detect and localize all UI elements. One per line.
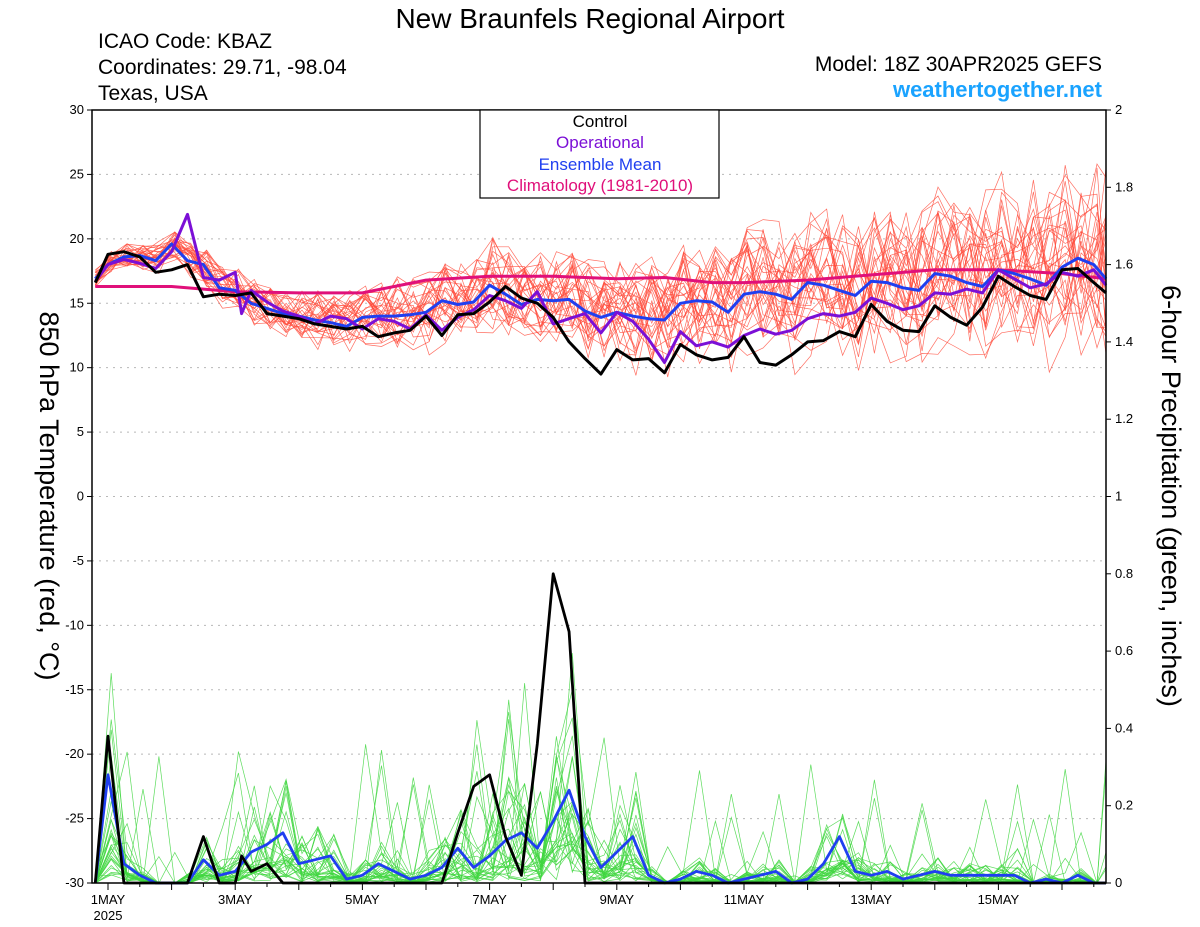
right-tick-label: 2 <box>1115 102 1122 117</box>
legend-climatology: Climatology (1981-2010) <box>507 176 693 195</box>
left-tick-label: 20 <box>70 231 84 246</box>
precip-member-line <box>94 729 1106 884</box>
left-axis: 30 25 20 15 10 5 0 -5 -10 -15 -20 -25 -30 <box>65 102 92 890</box>
legend-box <box>479 109 720 199</box>
right-tick-label: 1.8 <box>1115 179 1133 194</box>
legend-operational: Operational <box>556 133 644 152</box>
precip-ensemble-mean-line <box>93 773 1106 885</box>
right-tick-label: 0.8 <box>1115 566 1133 581</box>
right-axis-label: 6-hour Precipitation (green, inches) <box>1156 285 1186 707</box>
left-tick-label: -15 <box>65 682 84 697</box>
precip-member-line <box>94 673 1106 884</box>
left-tick-label: 0 <box>77 489 84 504</box>
x-tick-label: 5MAY <box>345 892 380 907</box>
right-tick-label: 1.6 <box>1115 257 1133 272</box>
temp-control-line <box>93 250 1107 376</box>
model-run: Model: 18Z 30APR2025 GEFS <box>815 53 1102 76</box>
right-axis: 2 1.8 1.6 1.4 1.2 1 0.8 0.6 0.4 0.2 0 <box>1106 102 1133 890</box>
left-tick-label: -20 <box>65 746 84 761</box>
left-tick-label: 25 <box>70 166 84 181</box>
climatology-line <box>95 268 1107 295</box>
temp-member-line <box>95 192 1107 354</box>
left-tick-label: -5 <box>72 553 84 568</box>
left-tick-label: 15 <box>70 295 84 310</box>
right-tick-label: 0 <box>1115 875 1122 890</box>
temp-member-line <box>95 210 1107 357</box>
precip-member-line <box>94 784 1106 884</box>
legend-control: Control <box>573 112 628 131</box>
site-link[interactable]: weathertogether.net <box>892 77 1103 102</box>
location: Texas, USA <box>98 82 208 105</box>
chart-title: New Braunfels Regional Airport <box>395 3 784 34</box>
left-axis-label: 850 hPa Temperature (red, °C) <box>34 312 64 681</box>
x-tick-label: 3MAY <box>218 892 253 907</box>
icao-code: ICAO Code: KBAZ <box>98 30 272 53</box>
x-tick-label: 11MAY <box>724 892 765 907</box>
coordinates: Coordinates: 29.71, -98.04 <box>98 56 347 79</box>
precip-member-line <box>95 782 1106 884</box>
x-tick-year: 2025 <box>94 908 123 923</box>
right-tick-label: 0.2 <box>1115 798 1133 813</box>
x-tick-label: 7MAY <box>472 892 507 907</box>
left-tick-label: -10 <box>65 617 84 632</box>
left-tick-label: -30 <box>65 875 84 890</box>
temp-member-line <box>95 227 1107 374</box>
right-tick-label: 1.2 <box>1115 411 1133 426</box>
legend-ensemble-mean: Ensemble Mean <box>539 155 662 174</box>
left-tick-label: -25 <box>65 811 84 826</box>
temp-member-line <box>95 238 1107 376</box>
legend: Control Operational Ensemble Mean Climat… <box>479 109 720 199</box>
precip-member-line <box>95 771 1107 884</box>
temp-member-line <box>95 211 1107 349</box>
left-tick-label: 10 <box>70 360 84 375</box>
right-tick-label: 1 <box>1115 489 1122 504</box>
x-tick-label: 13MAY <box>850 892 892 907</box>
x-tick-label: 15MAY <box>978 892 1020 907</box>
temp-member-line <box>94 219 1107 362</box>
right-tick-label: 0.4 <box>1115 720 1133 735</box>
precip-member-line <box>94 689 1106 884</box>
x-tick-label: 9MAY <box>600 892 635 907</box>
right-tick-label: 1.4 <box>1115 334 1133 349</box>
temp-member-line <box>95 202 1107 340</box>
precip-member-line <box>94 653 1106 884</box>
x-tick-label: 1MAY <box>91 892 126 907</box>
right-tick-label: 0.6 <box>1115 643 1133 658</box>
left-tick-label: 30 <box>70 102 84 117</box>
precip-ensemble-members <box>94 653 1107 884</box>
precip-member-line <box>94 744 1106 884</box>
left-tick-label: 5 <box>77 424 84 439</box>
temp-member-line <box>95 208 1107 363</box>
